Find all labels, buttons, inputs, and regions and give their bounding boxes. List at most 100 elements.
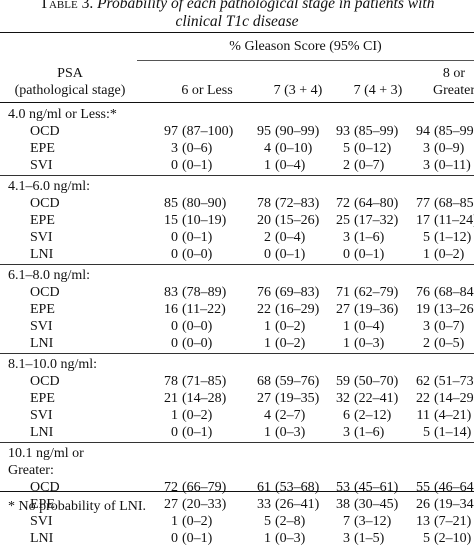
stage-label: SVI bbox=[30, 158, 53, 173]
stage-label: SVI bbox=[30, 319, 53, 334]
confidence-interval: (2–10) bbox=[434, 531, 472, 546]
probability-value: 97 bbox=[164, 124, 178, 139]
confidence-interval: (66–79) bbox=[182, 480, 227, 495]
probability-value: 2 bbox=[423, 336, 430, 351]
probability-value: 5 bbox=[343, 141, 350, 156]
confidence-interval: (1–6) bbox=[354, 425, 385, 440]
confidence-interval: (68–85) bbox=[434, 196, 474, 211]
probability-value: 2 bbox=[264, 230, 271, 245]
stage-label: LNI bbox=[30, 531, 54, 546]
psa-header-line2: (pathological stage) bbox=[14, 83, 126, 98]
probability-value: 0 bbox=[171, 531, 178, 546]
probability-value: 59 bbox=[336, 374, 350, 389]
confidence-interval: (0–12) bbox=[354, 141, 392, 156]
footnote: * No probability of LNI. bbox=[8, 499, 147, 514]
probability-value: 0 bbox=[171, 336, 178, 351]
probability-value: 1 bbox=[264, 158, 271, 173]
confidence-interval: (0–4) bbox=[275, 230, 306, 245]
confidence-interval: (0–2) bbox=[275, 336, 306, 351]
probability-value: 21 bbox=[164, 391, 178, 406]
probability-value: 53 bbox=[336, 480, 350, 495]
stage-label: OCD bbox=[30, 480, 60, 495]
probability-value: 20 bbox=[257, 213, 271, 228]
confidence-interval: (19–34) bbox=[434, 497, 474, 512]
table-title-line2: clinical T1c disease bbox=[175, 13, 299, 30]
psa-group-label: Greater: bbox=[8, 463, 54, 478]
stage-label: LNI bbox=[30, 336, 54, 351]
confidence-interval: (0–3) bbox=[275, 425, 306, 440]
probability-value: 72 bbox=[164, 480, 178, 495]
probability-value: 83 bbox=[164, 285, 178, 300]
stage-label: SVI bbox=[30, 408, 53, 423]
confidence-interval: (0–7) bbox=[434, 319, 465, 334]
group-separator bbox=[0, 442, 474, 443]
confidence-interval: (46–64) bbox=[434, 480, 474, 495]
probability-value: 5 bbox=[423, 425, 430, 440]
psa-group-label: 4.0 ng/ml or Less:* bbox=[8, 107, 117, 122]
confidence-interval: (1–6) bbox=[354, 230, 385, 245]
confidence-interval: (3–12) bbox=[354, 514, 392, 529]
confidence-interval: (0–7) bbox=[354, 158, 385, 173]
probability-value: 0 bbox=[343, 247, 350, 262]
confidence-interval: (10–19) bbox=[182, 213, 227, 228]
probability-value: 62 bbox=[416, 374, 430, 389]
confidence-interval: (0–1) bbox=[275, 247, 306, 262]
confidence-interval: (13–26) bbox=[434, 302, 474, 317]
probability-value: 55 bbox=[416, 480, 430, 495]
probability-value: 71 bbox=[336, 285, 350, 300]
confidence-interval: (78–89) bbox=[182, 285, 227, 300]
confidence-interval: (62–79) bbox=[354, 285, 399, 300]
stage-label: OCD bbox=[30, 196, 60, 211]
probability-value: 94 bbox=[416, 124, 430, 139]
probability-value: 78 bbox=[257, 196, 271, 211]
confidence-interval: (30–45) bbox=[354, 497, 399, 512]
column-header-line2: 7 (3 + 4) bbox=[273, 83, 323, 98]
probability-value: 16 bbox=[164, 302, 178, 317]
probability-value: 2 bbox=[343, 158, 350, 173]
confidence-interval: (0–2) bbox=[434, 247, 465, 262]
confidence-interval: (59–76) bbox=[275, 374, 320, 389]
confidence-interval: (50–70) bbox=[354, 374, 399, 389]
psa-group-label: 8.1–10.0 ng/ml: bbox=[8, 357, 98, 372]
probability-value: 22 bbox=[257, 302, 271, 317]
confidence-interval: (11–24) bbox=[434, 213, 474, 228]
probability-value: 72 bbox=[336, 196, 350, 211]
probability-value: 11 bbox=[416, 408, 430, 423]
top-rule bbox=[0, 32, 474, 33]
stage-label: LNI bbox=[30, 425, 54, 440]
confidence-interval: (1–5) bbox=[354, 531, 385, 546]
column-header-line2: 6 or Less bbox=[181, 83, 233, 98]
table-caption: Table 3. Probability of each pathologica… bbox=[0, 0, 474, 13]
confidence-interval: (15–26) bbox=[275, 213, 320, 228]
confidence-interval: (1–14) bbox=[434, 425, 472, 440]
probability-value: 6 bbox=[343, 408, 350, 423]
probability-value: 3 bbox=[171, 141, 178, 156]
confidence-interval: (0–1) bbox=[354, 247, 385, 262]
confidence-interval: (0–1) bbox=[182, 158, 213, 173]
probability-value: 22 bbox=[416, 391, 430, 406]
probability-value: 4 bbox=[264, 408, 271, 423]
probability-value: 5 bbox=[423, 230, 430, 245]
probability-value: 76 bbox=[416, 285, 430, 300]
probability-value: 33 bbox=[257, 497, 271, 512]
confidence-interval: (0–1) bbox=[182, 230, 213, 245]
confidence-interval: (85–99) bbox=[434, 124, 474, 139]
confidence-interval: (53–68) bbox=[275, 480, 320, 495]
confidence-interval: (71–85) bbox=[182, 374, 227, 389]
confidence-interval: (90–99) bbox=[275, 124, 320, 139]
stage-label: EPE bbox=[30, 391, 55, 406]
stage-label: LNI bbox=[30, 247, 54, 262]
confidence-interval: (7–21) bbox=[434, 514, 472, 529]
confidence-interval: (11–22) bbox=[182, 302, 226, 317]
group-separator bbox=[0, 353, 474, 354]
confidence-interval: (17–32) bbox=[354, 213, 399, 228]
probability-value: 15 bbox=[164, 213, 178, 228]
group-separator bbox=[0, 175, 474, 176]
probability-value: 1 bbox=[171, 514, 178, 529]
confidence-interval: (0–4) bbox=[275, 158, 306, 173]
stage-label: SVI bbox=[30, 230, 53, 245]
probability-value: 1 bbox=[264, 319, 271, 334]
probability-value: 0 bbox=[171, 247, 178, 262]
probability-value: 3 bbox=[343, 230, 350, 245]
probability-value: 1 bbox=[423, 247, 430, 262]
